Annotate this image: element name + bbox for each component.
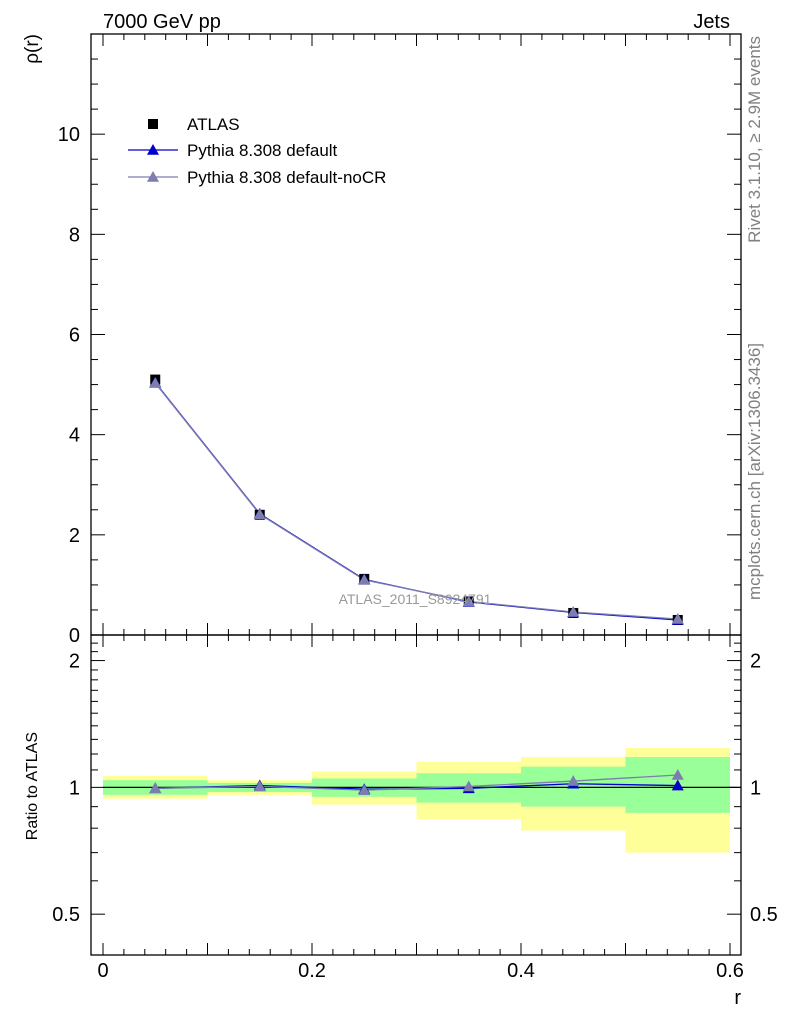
main-point-s2-5 (671, 612, 684, 624)
ratio-y-axis-label: Ratio to ATLAS (24, 732, 41, 840)
x-tick-label-0: 0 (97, 960, 108, 982)
main-line-1 (154, 382, 678, 621)
ratio-point-s1-4 (567, 775, 580, 786)
rivet-label: Rivet 3.1.10, ≥ 2.9M events (745, 36, 764, 243)
main-point-s2-1 (253, 508, 266, 520)
ratio-y-tick-label-right-2: 2 (750, 651, 761, 673)
main-y-tick-label-5: 10 (58, 124, 80, 146)
main-y-axis-label: ρ(r) (22, 34, 43, 64)
ratio-series-lines (103, 774, 741, 791)
ratio-line-1 (155, 774, 678, 791)
axis-ticks (91, 34, 741, 956)
mcplots-label: mcplots.cern.ch [arXiv:1306.3436] (745, 343, 764, 600)
x-tick-label-1: 0.2 (298, 960, 326, 982)
x-tick-label-3: 0.6 (716, 960, 744, 982)
ratio-point-s1-2 (358, 784, 371, 795)
main-y-tick-label-1: 2 (69, 525, 80, 547)
legend-marker-0 (148, 119, 158, 129)
ratio-point-s1-0 (149, 782, 162, 794)
data-markers (149, 374, 684, 795)
legend-label-2: Pythia 8.308 default-noCR (187, 168, 386, 187)
main-y-tick-label-4: 8 (69, 224, 80, 246)
ratio-point-s0-5 (671, 779, 684, 791)
main-series-lines (154, 382, 678, 621)
legend-marker-2 (147, 171, 159, 182)
main-point-s2-4 (567, 605, 580, 617)
ratio-y-tick-label-right-1: 1 (750, 777, 761, 799)
ratio-point-s1-1 (253, 780, 266, 792)
ratio-y-tick-label-right-0: 0.5 (750, 904, 778, 926)
ratio-point-s1-3 (462, 780, 475, 792)
main-point-s2-3 (462, 595, 475, 607)
main-line-2 (154, 382, 678, 620)
main-point-s2-2 (358, 573, 371, 585)
ratio-uncertainty-bands (103, 748, 730, 853)
main-y-tick-label-3: 6 (69, 325, 80, 347)
main-y-tick-label-0: 0 (69, 625, 80, 647)
header-right: Jets (693, 11, 730, 33)
legend-label-0: ATLAS (187, 115, 240, 134)
ratio-point-s1-5 (671, 768, 684, 780)
legend: ATLAS Pythia 8.308 default Pythia 8.308 de… (128, 115, 386, 187)
main-y-tick-label-2: 4 (69, 425, 80, 447)
main-point-s2-0 (149, 377, 162, 388)
legend-label-1: Pythia 8.308 default (187, 141, 338, 160)
x-tick-label-2: 0.4 (507, 960, 535, 982)
header-left: 7000 GeV pp (103, 11, 221, 33)
ratio-y-tick-label-left-1: 1 (69, 777, 80, 799)
analysis-watermark: ATLAS_2011_S8924791 (339, 591, 492, 607)
tick-labels: 0 2 4 6 8 10 0.5 0.5 1 1 2 2 0 0.2 0.4 0.6 (52, 124, 778, 982)
ratio-y-tick-label-left-0: 0.5 (52, 904, 80, 926)
ratio-y-tick-label-left-2: 2 (69, 651, 80, 673)
legend-marker-1 (147, 144, 159, 155)
x-axis-label: r (734, 987, 741, 1009)
